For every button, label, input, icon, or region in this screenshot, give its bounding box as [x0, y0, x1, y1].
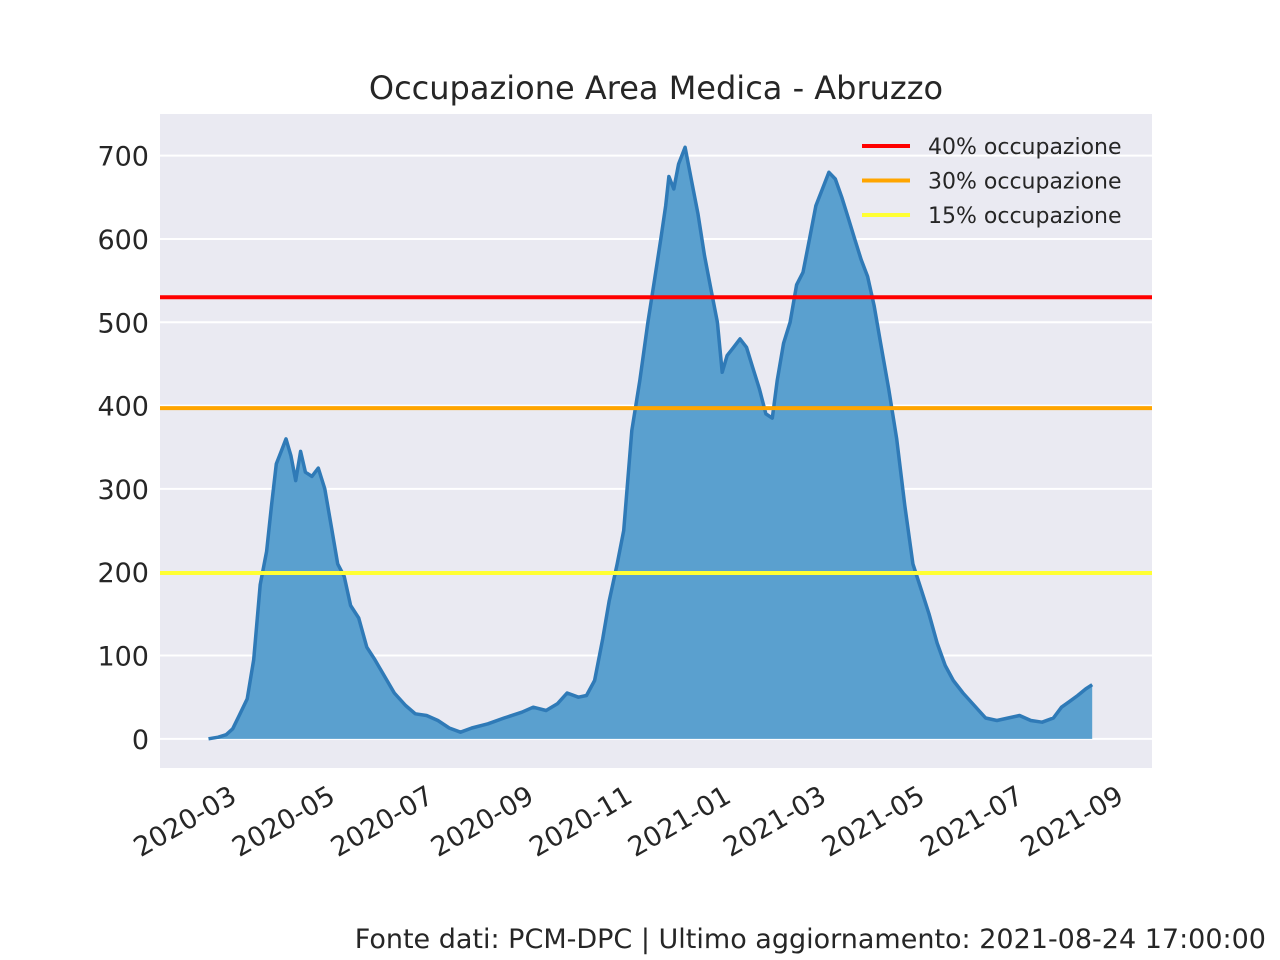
- chart-title: Occupazione Area Medica - Abruzzo: [369, 69, 943, 107]
- x-tick-label: 2021-01: [623, 780, 736, 863]
- y-tick-label: 700: [97, 142, 149, 173]
- x-tick-label: 2020-09: [426, 780, 539, 863]
- x-tick-label: 2021-05: [817, 780, 930, 863]
- legend-label: 30% occupazione: [928, 170, 1122, 195]
- y-tick-label: 0: [132, 725, 149, 756]
- x-tick-label: 2020-07: [326, 780, 439, 863]
- x-tick-label: 2021-09: [1016, 780, 1129, 863]
- threshold-lines: [160, 295, 1152, 576]
- legend-label: 40% occupazione: [928, 135, 1122, 160]
- y-tick-label: 200: [97, 558, 149, 589]
- legend-label: 15% occupazione: [928, 204, 1122, 229]
- y-tick-label: 100: [97, 642, 149, 673]
- y-tick-label: 500: [97, 308, 149, 339]
- series-line: [208, 145, 1094, 741]
- source-footer: Fonte dati: PCM-DPC | Ultimo aggiornamen…: [354, 924, 1266, 955]
- x-tick-label: 2021-03: [718, 780, 831, 863]
- y-tick-label: 600: [97, 225, 149, 256]
- x-tick-label: 2020-05: [227, 780, 340, 863]
- y-axis: 0 100 200 300 400 500 600 700: [97, 142, 149, 756]
- y-tick-label: 400: [97, 392, 149, 423]
- x-tick-label: 2021-07: [915, 780, 1028, 863]
- series-layer: [208, 145, 1094, 741]
- x-tick-label: 2020-03: [129, 780, 242, 863]
- legend: 40% occupazione 30% occupazione 15% occupa…: [862, 135, 1122, 229]
- x-tick-label: 2020-11: [524, 780, 637, 863]
- x-axis: 2020-032020-052020-072020-092020-112021-…: [129, 780, 1129, 863]
- y-tick-label: 300: [97, 475, 149, 506]
